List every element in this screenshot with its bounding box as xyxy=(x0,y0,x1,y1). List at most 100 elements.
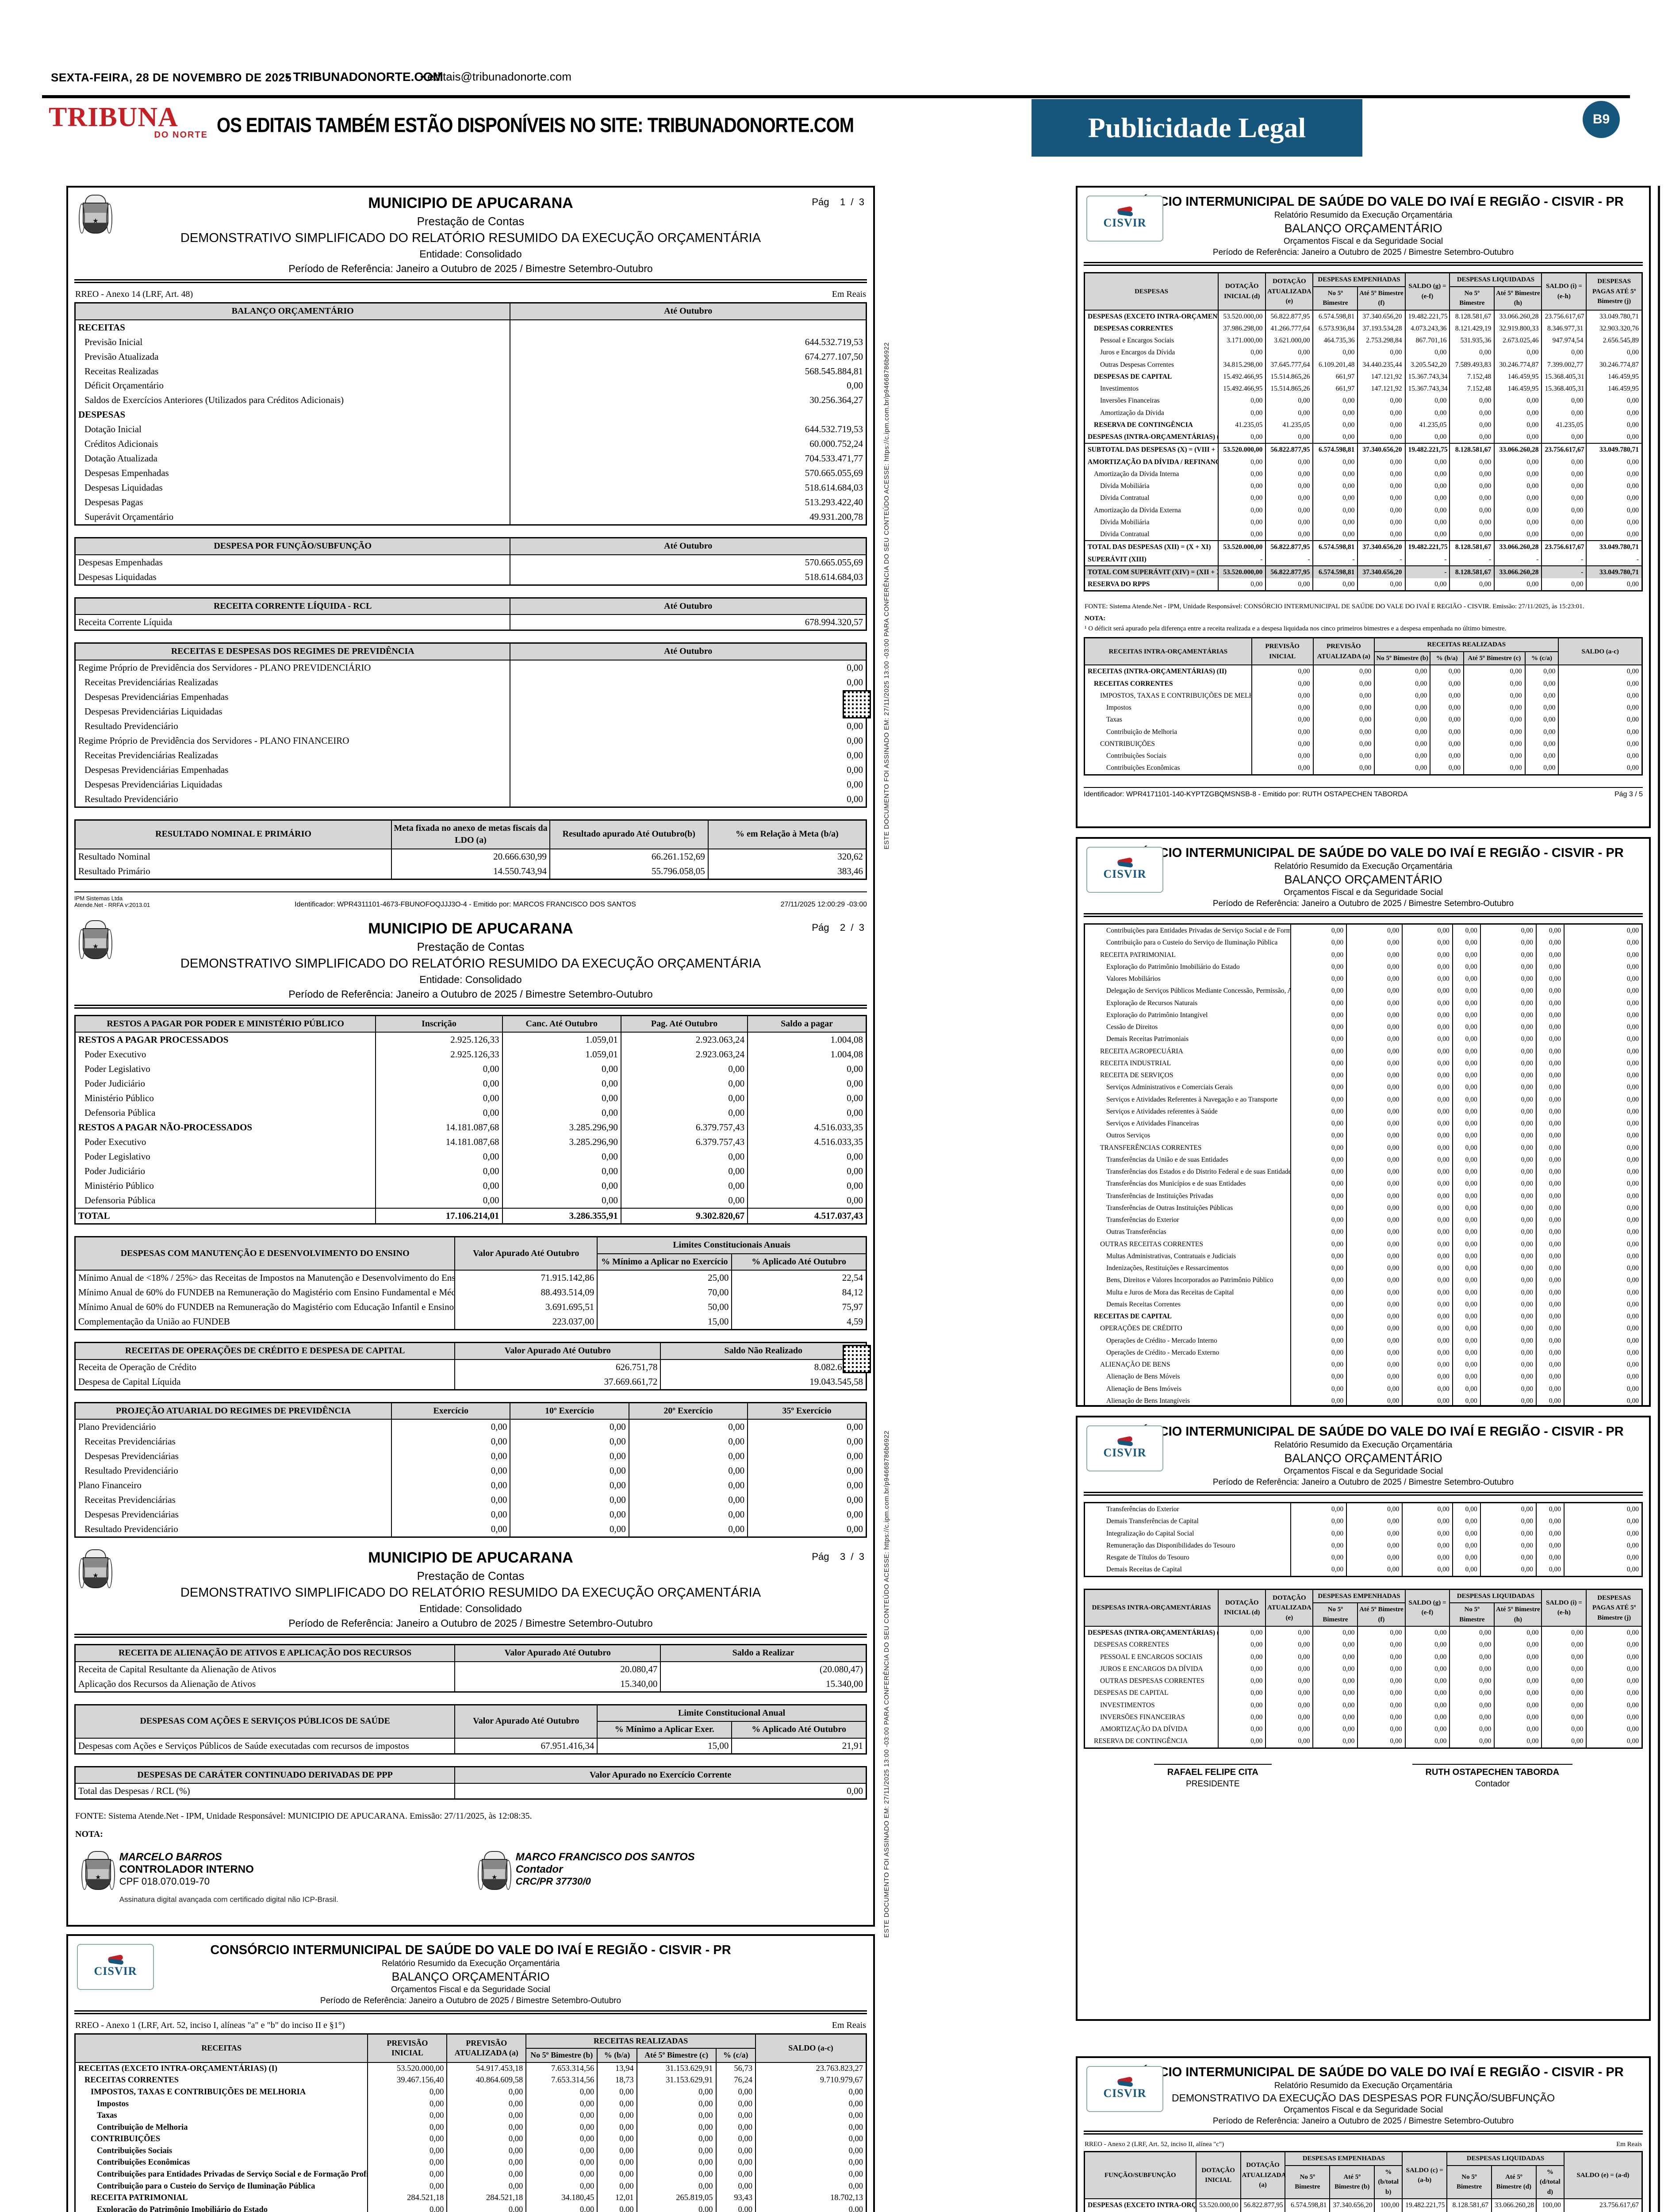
cell-value: 0,00 xyxy=(1480,1371,1537,1383)
table-row: Receitas Previdenciárias Realizadas 0,00 xyxy=(74,748,867,763)
cell-value: 0,00 xyxy=(1480,1551,1537,1564)
cell-value: 8.128.581,67 xyxy=(1446,2199,1492,2212)
table-row: Serviços e Atividades Financeiras 0,00 0,0… xyxy=(1084,1118,1643,1130)
cell-value: 100,00 xyxy=(1535,2199,1565,2212)
cell-value: 8.128.581,67 xyxy=(1449,565,1495,578)
table-row: Superávit Orçamentário 49.931.200,78 xyxy=(74,510,867,525)
row-label: Impostos xyxy=(1084,702,1252,714)
cell-value: 33.049.780,71 xyxy=(1586,565,1643,578)
cell-value: 146.459,95 xyxy=(1586,370,1643,383)
signature-accountant: ★ MARCO FRANCISCO DOS SANTOS Contador CR… xyxy=(473,1851,864,1904)
cell-value: 0,00 xyxy=(1563,1371,1643,1383)
row-label: OUTRAS DESPESAS CORRENTES xyxy=(1084,1675,1219,1687)
cell-value: 0,00 xyxy=(1563,1394,1643,1405)
cell-value: 0,00 xyxy=(1312,702,1375,714)
section-banner-label: Publicidade Legal xyxy=(1088,112,1306,143)
column-header: No 5º Bimestre xyxy=(1285,2165,1331,2199)
cell-value: 0,00 xyxy=(1535,1382,1565,1395)
cell-value: 0,00 xyxy=(1494,419,1542,431)
cell-value: 0,00 xyxy=(1494,1723,1542,1736)
cell-value: 0,00 xyxy=(1535,1322,1565,1335)
cell-value: 14.181.087,68 xyxy=(375,1135,503,1150)
row-label: Indenizações, Restituições e Ressarcimen… xyxy=(1084,1262,1292,1275)
row-label: Previsão Inicial xyxy=(74,334,511,349)
row-label: TOTAL COM SUPERÁVIT (XIV) = (XII + XIII) xyxy=(1084,565,1219,578)
row-label: Defensoria Pública xyxy=(74,1193,376,1209)
cell-value: 70,00 xyxy=(597,1285,732,1300)
row-label: Receita Corrente Líquida xyxy=(74,614,511,630)
signer-document: CRC/PR 37730/0 xyxy=(515,1876,591,1887)
data-table: RECEITAS INTRA-ORÇAMENTÁRIAS PREVISÃO INI… xyxy=(1084,637,1643,776)
doc-period: Período de Referência: Janeiro a Outubro… xyxy=(288,263,653,274)
digital-signature-watermark: ESTE DOCUMENTO FOI ASSINADO EM: 27/11/20… xyxy=(883,342,890,849)
cell-value: 0,00 xyxy=(1290,1081,1347,1094)
table-row: Serviços e Atividades referentes à Saúde… xyxy=(1084,1105,1643,1118)
cell-value: 674.277.107,50 xyxy=(510,349,867,364)
cell-value: 0,00 xyxy=(1402,973,1453,985)
cell-value: 0,00 xyxy=(1541,1687,1587,1699)
cell-value: 0,00 xyxy=(1290,1166,1347,1178)
cell-value: 0,00 xyxy=(1494,346,1542,359)
cell-value: 6.379.757,43 xyxy=(620,1120,748,1135)
cell-value: 0,00 xyxy=(1430,714,1464,726)
cell-value: 0,00 xyxy=(1402,1057,1453,1069)
cell-value: 23.763.823,27 xyxy=(755,2062,867,2075)
cell-value: 518.614.684,03 xyxy=(510,480,867,495)
doc-budgets: Orçamentos Fiscal e da Seguridade Social xyxy=(1283,888,1443,897)
row-label: SUBTOTAL DAS DESPESAS (X) = (VIII + IX) xyxy=(1084,443,1219,456)
column-header: No 5º Bimestre xyxy=(1312,286,1358,311)
cell-value: 4.073.243,36 xyxy=(1404,322,1450,334)
cell-value: 13,94 xyxy=(597,2062,637,2075)
cell-value: 0,00 xyxy=(1312,762,1375,775)
cell-value: 0,00 xyxy=(1535,1118,1565,1130)
anexo-label: RREO - Anexo 1 (LRF, Art. 52, inciso I, … xyxy=(75,2020,345,2030)
cell-value: 0,00 xyxy=(446,2157,527,2169)
cell-value: 0,00 xyxy=(1449,1687,1495,1699)
cell-value: 0,00 xyxy=(367,2133,448,2145)
cell-value: 0,00 xyxy=(1265,1675,1314,1687)
cell-value: 0,00 xyxy=(1494,504,1542,516)
row-label: RECEITA INDUSTRIAL xyxy=(1084,1057,1292,1069)
table-row: Amortização da Dívida 0,00 0,00 0,00 0,00 0,0… xyxy=(1084,407,1643,419)
cell-value: 0,00 xyxy=(1449,1735,1495,1748)
column-header: SALDO (i) = (e-h) xyxy=(1541,1589,1587,1627)
cell-value: 0,00 xyxy=(1265,1626,1314,1639)
column-header: RECEITAS xyxy=(74,2033,368,2063)
row-label: Exploração do Patrimônio Imobiliário do … xyxy=(1084,960,1292,973)
row-label: Poder Judiciário xyxy=(74,1076,376,1091)
cell-value: 37.340.656,20 xyxy=(1357,310,1406,323)
cell-value: 0,00 xyxy=(1404,431,1450,444)
cell-value: 0,00 xyxy=(1374,762,1431,775)
document-apucarana-rreo: ★ MUNICIPIO DE APUCARANA Prestação de Co… xyxy=(66,186,875,1927)
masthead-email: • editais@tribunadonorte.com xyxy=(420,70,571,83)
header-divider xyxy=(1084,2131,1643,2135)
row-label: Serviços e Atividades Financeiras xyxy=(1084,1118,1292,1130)
column-header: DESPESAS PAGAS ATÉ 5º Bimestre (j) xyxy=(1586,272,1643,311)
cell-value: 0,00 xyxy=(1480,1515,1537,1528)
row-label: Remuneração das Disponibilidades do Teso… xyxy=(1084,1539,1292,1551)
cell-value: 6.109.201,48 xyxy=(1312,358,1358,371)
cell-value: 0,00 xyxy=(1430,665,1464,678)
cell-value: 0,00 xyxy=(1290,1214,1347,1226)
cell-value: 0,00 xyxy=(1402,1045,1453,1057)
row-label: Alienação de Bens Móveis xyxy=(1084,1371,1292,1383)
cell-value: 7.653.314,56 xyxy=(525,2074,598,2087)
cell-value: 0,00 xyxy=(1586,407,1643,419)
cell-value: 21,91 xyxy=(731,1738,867,1754)
cell-value: 0,00 xyxy=(1480,1563,1537,1576)
row-label: DESPESAS DE CAPITAL xyxy=(1084,370,1219,383)
cisvir-block-despesas: CISVIR CONSÓRCIO INTERMUNICIPAL DE SAÚDE… xyxy=(1076,186,1651,828)
cell-value: 0,00 xyxy=(510,1493,629,1508)
cell-value: 19.482.221,75 xyxy=(1404,443,1450,456)
cell-value: 2.923.063,24 xyxy=(620,1047,748,1062)
table-row: RESERVA DE CONTINGÊNCIA 0,00 0,00 0,00 0,00 0… xyxy=(1084,1735,1643,1748)
cell-value: 56.822.877,95 xyxy=(1240,2199,1286,2212)
cell-value: 0,00 xyxy=(1480,1238,1537,1250)
cell-value: 0,00 xyxy=(1402,1226,1453,1238)
cell-value: 0,00 xyxy=(525,2098,598,2110)
header-divider xyxy=(1084,262,1643,266)
cell-value: 0,00 xyxy=(1524,702,1559,714)
row-label: Receitas Realizadas xyxy=(74,364,511,379)
cell-value: 0,00 xyxy=(1524,689,1559,702)
table-row: Regime Próprio de Previdência dos Servid… xyxy=(74,660,867,675)
